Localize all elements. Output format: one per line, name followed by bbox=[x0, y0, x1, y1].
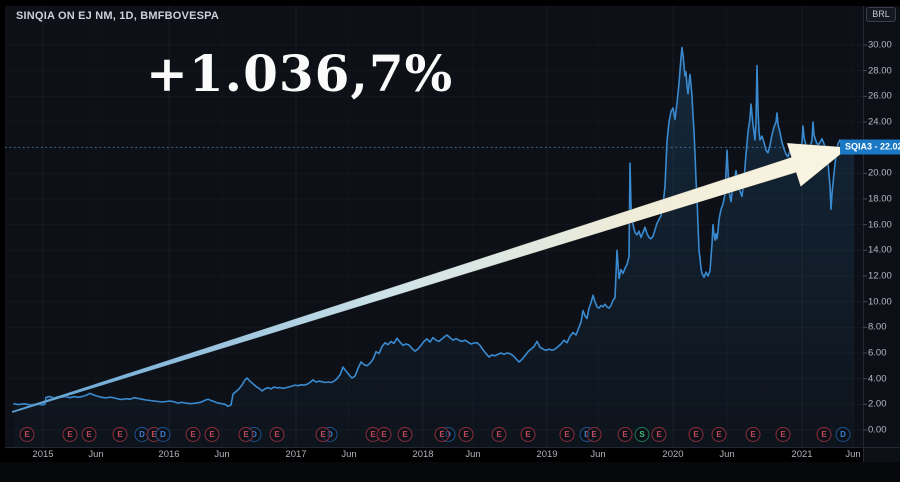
price-area-fill bbox=[14, 47, 854, 447]
time-tick-label[interactable]: 2021 bbox=[791, 449, 813, 460]
earnings-marker[interactable]: E bbox=[491, 427, 507, 442]
time-tick-label[interactable]: Jun bbox=[214, 449, 230, 460]
earnings-marker[interactable]: E bbox=[617, 427, 633, 442]
price-tick-label: 28.00 bbox=[868, 65, 892, 77]
price-tick-label: 10.00 bbox=[868, 296, 892, 308]
earnings-marker[interactable]: E bbox=[62, 427, 78, 442]
time-axis-separator bbox=[5, 447, 900, 448]
earnings-marker[interactable]: E bbox=[315, 427, 331, 442]
earnings-marker[interactable]: E bbox=[745, 427, 761, 442]
earnings-marker[interactable]: E bbox=[81, 427, 97, 442]
price-tick-label: 30.00 bbox=[868, 39, 892, 51]
trend-arrow-annotation bbox=[11, 142, 850, 414]
time-tick-label[interactable]: Jun bbox=[341, 449, 357, 460]
price-tick-label: 0.00 bbox=[868, 424, 887, 436]
price-tick-label: 18.00 bbox=[868, 193, 892, 205]
time-tick-label[interactable]: Jun bbox=[465, 449, 481, 460]
last-price-flag[interactable]: SQIA3 - 22.02 bbox=[840, 139, 900, 155]
axis-tick-marks bbox=[863, 44, 867, 431]
earnings-marker[interactable]: E bbox=[651, 427, 667, 442]
price-tick-label: 16.00 bbox=[868, 219, 892, 231]
earnings-marker[interactable]: E bbox=[559, 427, 575, 442]
time-tick-label[interactable]: 2019 bbox=[536, 449, 558, 460]
time-tick-label[interactable]: 2018 bbox=[412, 449, 434, 460]
time-tick-label[interactable]: 2020 bbox=[662, 449, 684, 460]
time-tick-label[interactable]: Jun bbox=[590, 449, 606, 460]
currency-badge[interactable]: BRL bbox=[866, 7, 896, 22]
splits-marker[interactable]: S bbox=[634, 427, 650, 442]
earnings-marker[interactable]: E bbox=[269, 427, 285, 442]
price-line-series[interactable] bbox=[13, 46, 855, 408]
price-tick-label: 26.00 bbox=[868, 90, 892, 102]
earnings-marker[interactable]: E bbox=[376, 427, 392, 442]
earnings-marker[interactable]: E bbox=[434, 427, 450, 442]
dividends-marker[interactable]: D bbox=[835, 427, 851, 442]
price-tick-label: 4.00 bbox=[868, 373, 887, 385]
earnings-marker[interactable]: E bbox=[775, 427, 791, 442]
time-tick-label[interactable]: Jun bbox=[88, 449, 104, 460]
time-tick-label[interactable]: Jun bbox=[719, 449, 735, 460]
symbol-title[interactable]: SINQIA ON EJ NM, 1D, BMFBOVESPA bbox=[16, 10, 220, 22]
price-tick-label: 20.00 bbox=[868, 167, 892, 179]
earnings-marker[interactable]: E bbox=[397, 427, 413, 442]
earnings-marker[interactable]: E bbox=[204, 427, 220, 442]
earnings-marker[interactable]: E bbox=[458, 427, 474, 442]
footer-bar: TradingView bbox=[0, 462, 900, 482]
price-tick-label: 14.00 bbox=[868, 244, 892, 256]
time-tick-label[interactable]: 2017 bbox=[285, 449, 307, 460]
earnings-marker[interactable]: E bbox=[586, 427, 602, 442]
earnings-marker[interactable]: E bbox=[19, 427, 35, 442]
price-tick-label: 2.00 bbox=[868, 398, 887, 410]
price-tick-label: 6.00 bbox=[868, 347, 887, 359]
time-tick-label[interactable]: Jun bbox=[845, 449, 861, 460]
performance-annotation: +1.036,7% bbox=[146, 44, 454, 103]
earnings-marker[interactable]: E bbox=[185, 427, 201, 442]
price-tick-label: 12.00 bbox=[868, 270, 892, 282]
earnings-marker[interactable]: E bbox=[112, 427, 128, 442]
dividends-marker[interactable]: D bbox=[155, 427, 171, 442]
price-tick-label: 8.00 bbox=[868, 321, 887, 333]
time-tick-label[interactable]: 2015 bbox=[32, 449, 54, 460]
earnings-marker[interactable]: E bbox=[238, 427, 254, 442]
earnings-marker[interactable]: E bbox=[688, 427, 704, 442]
earnings-marker[interactable]: E bbox=[816, 427, 832, 442]
price-axis-panel[interactable] bbox=[863, 6, 900, 462]
time-tick-label[interactable]: 2016 bbox=[158, 449, 180, 460]
earnings-marker[interactable]: E bbox=[520, 427, 536, 442]
earnings-marker[interactable]: E bbox=[711, 427, 727, 442]
price-tick-label: 24.00 bbox=[868, 116, 892, 128]
